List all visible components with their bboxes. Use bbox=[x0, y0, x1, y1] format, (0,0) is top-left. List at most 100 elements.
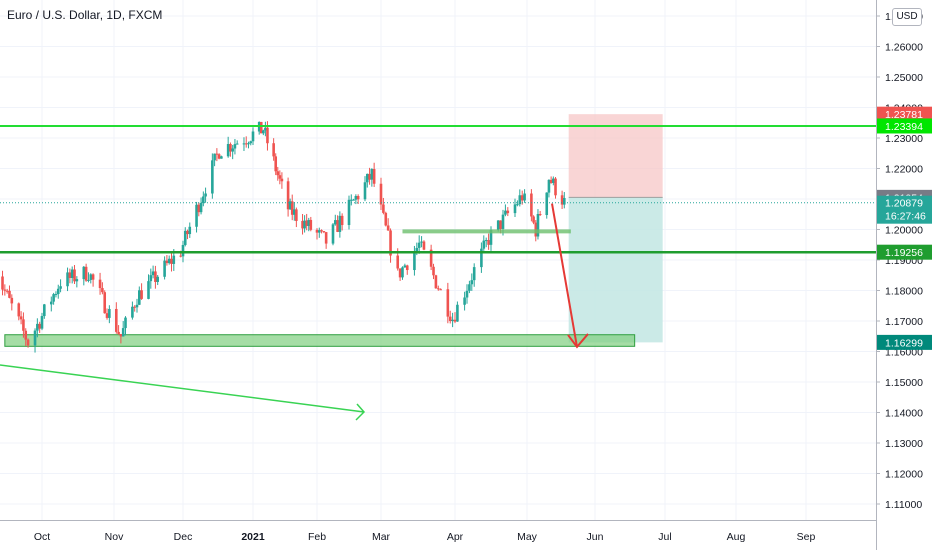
time-tick-label: 2021 bbox=[241, 531, 265, 543]
candle-body bbox=[119, 333, 123, 337]
candle-body bbox=[59, 286, 62, 289]
time-tick-label: Feb bbox=[308, 531, 326, 543]
candle-body bbox=[133, 306, 136, 308]
candle-body bbox=[226, 144, 230, 157]
candle-body bbox=[235, 143, 239, 145]
candle-body bbox=[324, 232, 328, 244]
candle-body bbox=[434, 275, 438, 289]
candle-body bbox=[147, 281, 150, 299]
candle-body bbox=[43, 304, 46, 317]
time-tick-label: Nov bbox=[105, 531, 124, 543]
candle-body bbox=[26, 339, 30, 346]
candle-body bbox=[199, 203, 203, 213]
candle-body bbox=[415, 247, 419, 253]
forecast-arrow-head bbox=[567, 333, 589, 349]
candle-body bbox=[215, 153, 219, 155]
take-profit-zone bbox=[568, 197, 663, 343]
candle-body bbox=[179, 255, 182, 257]
candle-body bbox=[22, 319, 25, 331]
candle-body bbox=[105, 313, 109, 318]
price-tick-label: 1.12000 bbox=[885, 469, 923, 481]
price-tick-label: 1.18000 bbox=[885, 286, 923, 298]
candle-body bbox=[108, 308, 111, 318]
stop-loss-zone bbox=[568, 114, 663, 198]
candle-body bbox=[272, 143, 275, 157]
time-tick-label: Jul bbox=[658, 531, 671, 543]
candle-body bbox=[389, 230, 392, 256]
time-axis: Oct Nov Dec 2021 Feb Mar Apr May Jun Jul Aug Sep bbox=[34, 531, 816, 543]
symbol-title[interactable]: Euro / U.S. Dollar, 1D, FXCM bbox=[7, 8, 163, 22]
candle-body bbox=[138, 290, 141, 305]
candle-body bbox=[315, 229, 319, 233]
candle-body bbox=[54, 294, 58, 296]
candle-body bbox=[368, 173, 371, 180]
forecast-arrow bbox=[551, 203, 578, 348]
price-tick-label: 1.14000 bbox=[885, 408, 923, 420]
candle-body bbox=[8, 290, 11, 298]
candle-body bbox=[295, 209, 298, 221]
candle-body bbox=[242, 143, 246, 145]
candle-body bbox=[496, 220, 500, 230]
price-tag-label: 1.20879 bbox=[885, 198, 923, 210]
price-tag bbox=[877, 195, 932, 224]
candle-body bbox=[538, 214, 542, 216]
candle-body bbox=[322, 231, 326, 233]
time-tick-label: Dec bbox=[174, 531, 193, 543]
candle-body bbox=[167, 258, 171, 264]
candle-body bbox=[487, 240, 490, 245]
candle-body bbox=[156, 276, 159, 282]
candle-body bbox=[340, 215, 344, 226]
candle-body bbox=[436, 288, 440, 290]
candle-body bbox=[365, 173, 369, 183]
candle-body bbox=[124, 317, 127, 329]
candle-body bbox=[278, 175, 282, 179]
candle-body bbox=[536, 214, 540, 237]
price-tag-label: 1.23781 bbox=[885, 109, 923, 121]
candle-body bbox=[121, 328, 125, 337]
candle-body bbox=[82, 266, 86, 280]
candle-body bbox=[317, 230, 321, 233]
candle-body bbox=[170, 258, 173, 264]
candle-body bbox=[233, 144, 237, 149]
candle-body bbox=[98, 279, 102, 289]
candle-body bbox=[456, 304, 459, 322]
candle-body bbox=[468, 284, 471, 291]
candle-body bbox=[66, 272, 69, 287]
currency-button[interactable]: USD bbox=[892, 8, 922, 26]
candle-body bbox=[274, 156, 278, 172]
candle-body bbox=[217, 154, 221, 159]
candle-body bbox=[489, 229, 493, 245]
candle-body bbox=[154, 271, 157, 282]
candle-body bbox=[89, 274, 93, 280]
demand-zone bbox=[4, 334, 636, 347]
candle-body bbox=[518, 195, 522, 205]
candle-body bbox=[501, 214, 505, 229]
candle-body bbox=[40, 316, 44, 329]
price-tick-label: 1.25000 bbox=[885, 72, 923, 84]
price-tick-label: 1.11000 bbox=[885, 499, 922, 511]
candle-body bbox=[213, 153, 216, 161]
candle-body bbox=[506, 210, 510, 214]
candle-body bbox=[338, 215, 342, 232]
candle-body bbox=[384, 212, 388, 226]
candle-body bbox=[73, 269, 76, 282]
candle-body bbox=[19, 316, 23, 320]
candle-body bbox=[520, 195, 524, 201]
price-tick-label: 1.23000 bbox=[885, 133, 923, 145]
candle-body bbox=[465, 290, 469, 298]
candle-body bbox=[229, 144, 232, 152]
candle-body bbox=[530, 193, 533, 217]
candle-body bbox=[349, 199, 353, 201]
candle-body bbox=[38, 323, 41, 329]
candle-body bbox=[405, 265, 409, 271]
time-tick-label: Mar bbox=[372, 531, 391, 543]
candle-body bbox=[220, 156, 223, 159]
candle-body bbox=[101, 288, 104, 293]
price-tag-label: 1.16299 bbox=[885, 337, 923, 349]
time-tick-label: Aug bbox=[727, 531, 746, 543]
candle-body bbox=[382, 204, 385, 213]
candle-body bbox=[422, 241, 426, 250]
candle-body bbox=[562, 198, 566, 205]
candle-body bbox=[68, 272, 72, 279]
